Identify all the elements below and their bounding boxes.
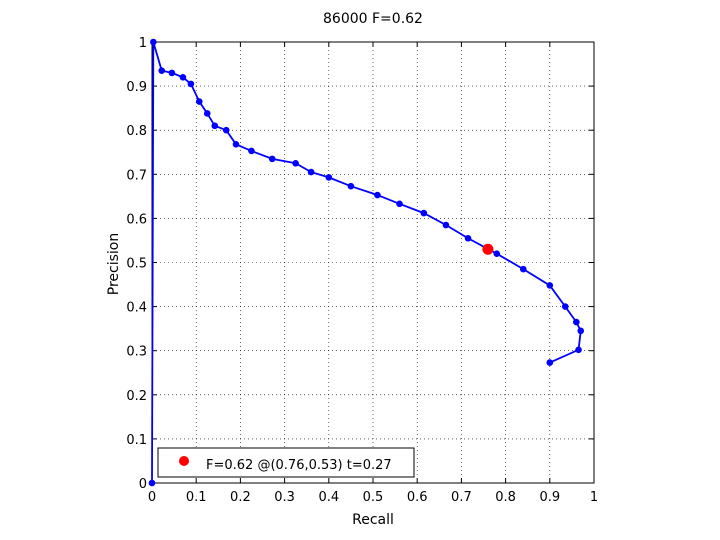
data-point [577, 327, 585, 335]
data-point [232, 141, 240, 148]
y-tick-label: 0.4 [126, 301, 147, 316]
series-group [148, 38, 585, 487]
data-point [248, 147, 255, 155]
y-tick-label: 0.6 [126, 212, 147, 227]
x-tick-label: 0.5 [363, 490, 384, 505]
data-point [158, 67, 166, 74]
legend-marker [179, 456, 189, 466]
data-point [148, 479, 156, 487]
y-tick-label: 0.1 [126, 433, 147, 448]
x-tick-label: 0.7 [451, 490, 472, 505]
data-point [195, 98, 203, 105]
data-point [187, 80, 195, 88]
x-tick-label: 0.9 [539, 490, 560, 505]
data-point [347, 182, 355, 190]
data-point [307, 168, 315, 176]
y-tick-label: 0.3 [126, 345, 147, 360]
data-point [561, 303, 569, 310]
y-tick-label: 0 [139, 477, 147, 492]
x-tick-label: 0 [148, 490, 156, 505]
data-point [546, 282, 554, 289]
data-point [203, 110, 211, 117]
y-axis-label: Precision [106, 233, 122, 295]
data-point [292, 159, 299, 167]
legend-label: F=0.62 @(0.76,0.53) t=0.27 [206, 458, 392, 473]
x-tick-label: 0.1 [186, 490, 207, 505]
data-point [519, 265, 527, 273]
data-point [168, 69, 176, 77]
axis-ticks: 0 0.1 0.2 0.3 0.4 0.5 0.6 0.7 0.8 0.9 1 0 0.1 0.2 0.3 0… [126, 36, 598, 505]
x-axis-label: Recall [352, 512, 394, 528]
x-tick-label: 0.4 [318, 490, 339, 505]
y-tick-label: 0.5 [126, 257, 147, 272]
data-point [546, 359, 554, 366]
data-point [374, 191, 381, 199]
data-point [150, 38, 157, 46]
x-tick-label: 1 [590, 490, 598, 505]
data-point [396, 200, 403, 208]
data-point [493, 250, 501, 257]
data-point [211, 122, 219, 130]
y-tick-label: 0.8 [126, 124, 147, 139]
y-tick-label: 0.2 [126, 389, 147, 404]
x-tick-label: 0.8 [495, 490, 516, 505]
data-point [573, 318, 580, 326]
data-point [464, 234, 472, 242]
data-point [575, 346, 582, 354]
data-point [222, 126, 230, 134]
x-tick-label: 0.2 [230, 490, 251, 505]
chart-title: 86000 F=0.62 [323, 11, 423, 27]
data-point [268, 155, 276, 163]
y-tick-label: 1 [139, 36, 147, 51]
data-point [325, 174, 333, 181]
data-point [179, 73, 187, 81]
data-point [442, 221, 450, 229]
x-tick-label: 0.6 [407, 490, 428, 505]
legend: F=0.62 @(0.76,0.53) t=0.27 [157, 447, 415, 478]
y-tick-label: 0.7 [126, 168, 147, 183]
legend-box [157, 447, 415, 478]
y-tick-label: 0.9 [126, 80, 147, 95]
data-point [420, 209, 428, 217]
x-tick-label: 0.3 [274, 490, 295, 505]
grid [152, 42, 594, 483]
highlight-point [482, 243, 494, 255]
